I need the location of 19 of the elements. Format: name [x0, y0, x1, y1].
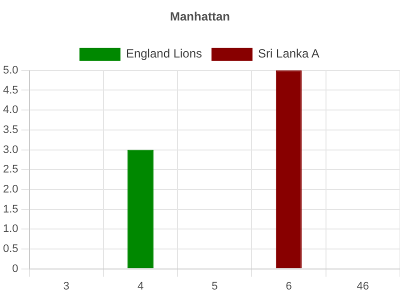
- y-tick-label: 1.0: [2, 223, 18, 236]
- y-tick-label: 4.0: [2, 104, 18, 116]
- y-tick-label: 0: [12, 262, 18, 275]
- legend-label: England Lions: [126, 46, 202, 61]
- y-tick-label: 3.0: [2, 144, 18, 156]
- x-tick-label: 3: [63, 280, 70, 292]
- y-tick-label: 1.5: [2, 203, 18, 216]
- x-tick-label: 4: [137, 280, 144, 292]
- y-tick-label: 0.5: [2, 242, 18, 255]
- y-tick-label: 4.5: [2, 84, 18, 96]
- x-tick-label: 46: [356, 280, 370, 292]
- y-tick-label: 2.5: [2, 164, 18, 176]
- y-tick-label: 5.0: [2, 64, 18, 76]
- y-tick-label: 2.0: [2, 183, 18, 196]
- chart-title: Manhattan: [170, 10, 230, 24]
- x-tick-label: 6: [286, 280, 292, 292]
- y-tick-label: 3.5: [2, 124, 18, 136]
- x-tick-label: 5: [212, 280, 218, 292]
- legend-label: Sri Lanka A: [258, 46, 320, 61]
